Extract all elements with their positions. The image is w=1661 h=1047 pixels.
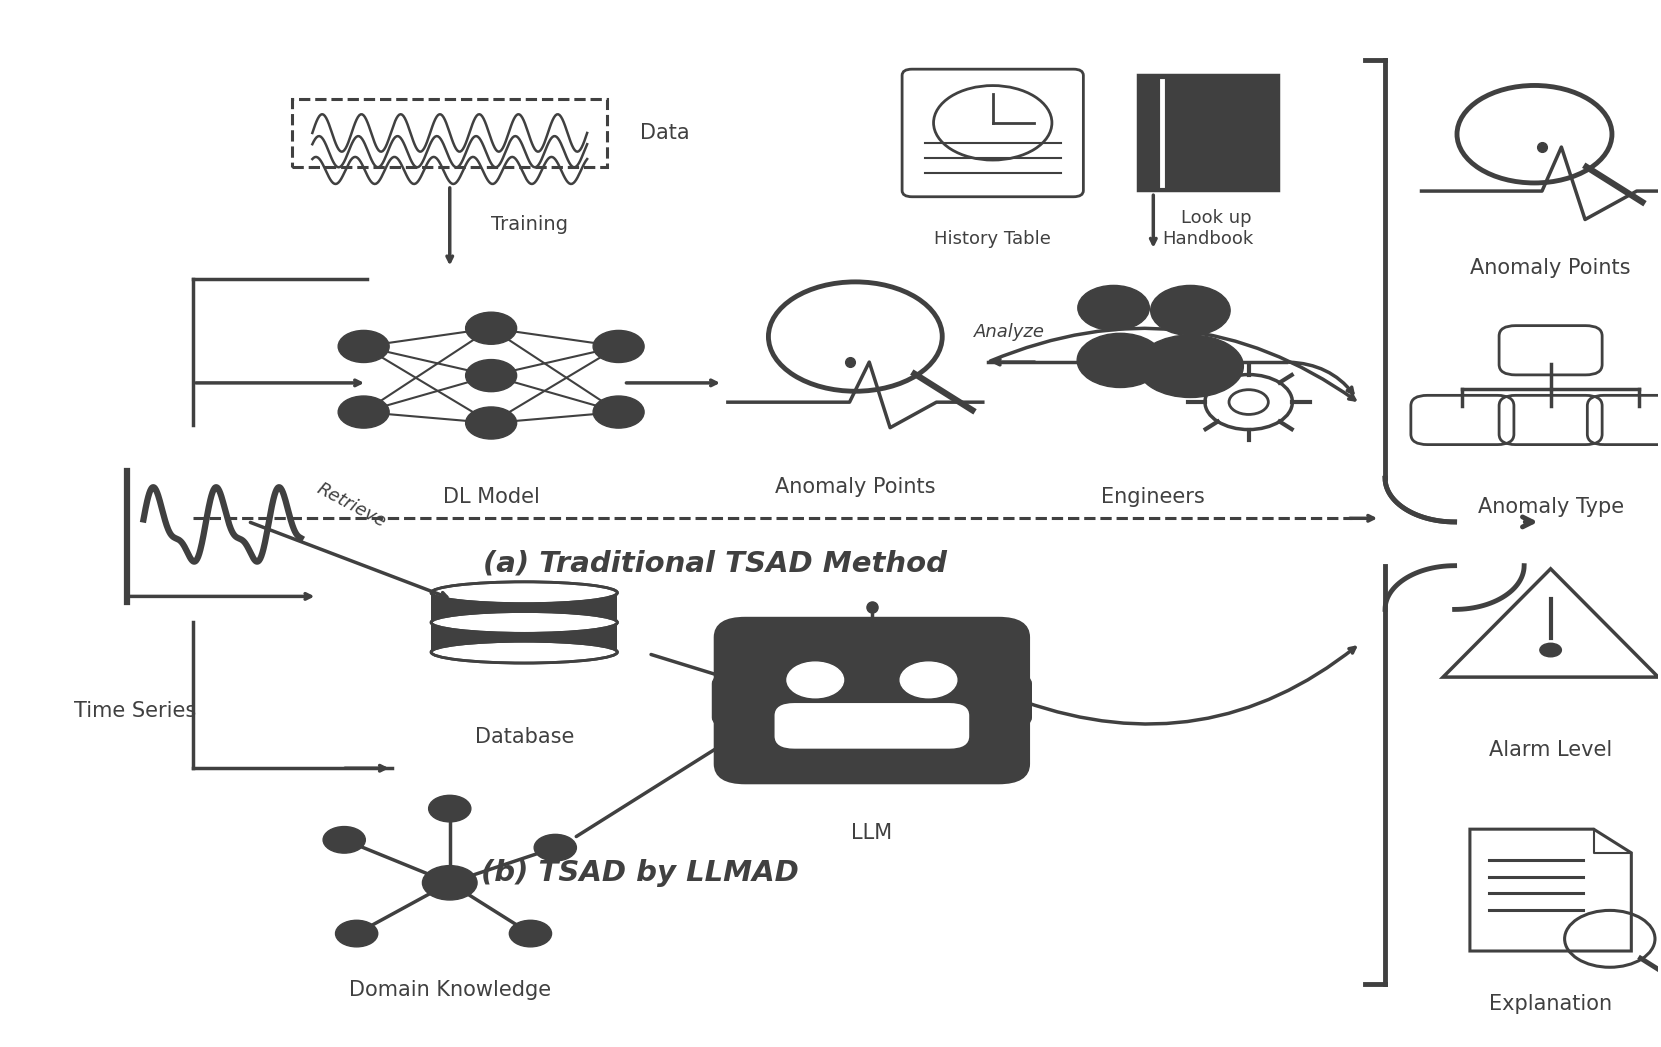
Circle shape [787, 662, 844, 697]
Text: LLM: LLM [852, 823, 892, 844]
Text: Data: Data [639, 122, 689, 143]
Text: Time Series: Time Series [75, 700, 196, 720]
FancyBboxPatch shape [774, 703, 970, 749]
Circle shape [510, 920, 551, 946]
Text: Domain Knowledge: Domain Knowledge [349, 980, 551, 1000]
Ellipse shape [1138, 335, 1244, 398]
Circle shape [336, 920, 377, 946]
Text: Analyze: Analyze [973, 324, 1045, 341]
Ellipse shape [1078, 333, 1163, 387]
Circle shape [1078, 286, 1149, 331]
Circle shape [593, 396, 644, 428]
Text: Handbook: Handbook [1163, 229, 1254, 248]
Circle shape [339, 331, 389, 362]
Circle shape [339, 396, 389, 428]
FancyBboxPatch shape [716, 619, 1028, 782]
Text: Explanation: Explanation [1488, 995, 1613, 1015]
Text: Alarm Level: Alarm Level [1488, 740, 1613, 760]
Text: Anomaly Points: Anomaly Points [1470, 258, 1631, 277]
Text: Engineers: Engineers [1101, 487, 1206, 507]
Text: Retrieve: Retrieve [314, 480, 389, 531]
Text: Anomaly Points: Anomaly Points [776, 476, 935, 496]
Ellipse shape [432, 582, 618, 604]
Text: Look up: Look up [1181, 209, 1252, 227]
Text: (a) Traditional TSAD Method: (a) Traditional TSAD Method [483, 550, 947, 578]
FancyBboxPatch shape [713, 675, 757, 726]
FancyBboxPatch shape [987, 675, 1031, 726]
Ellipse shape [432, 611, 618, 633]
Circle shape [465, 407, 517, 439]
Text: DL Model: DL Model [443, 487, 540, 507]
Circle shape [465, 359, 517, 392]
Ellipse shape [432, 641, 618, 663]
Text: Database: Database [475, 727, 575, 747]
Circle shape [535, 834, 576, 861]
Text: Anomaly Type: Anomaly Type [1478, 497, 1624, 517]
Circle shape [900, 662, 957, 697]
Circle shape [422, 866, 477, 900]
Circle shape [324, 826, 365, 853]
FancyBboxPatch shape [1138, 75, 1277, 191]
Bar [432, 622, 618, 652]
Circle shape [429, 796, 470, 822]
Circle shape [1540, 643, 1561, 656]
Text: Training: Training [492, 215, 568, 235]
Text: (b) TSAD by LLMAD: (b) TSAD by LLMAD [482, 859, 799, 887]
Circle shape [465, 312, 517, 344]
Text: History Table: History Table [933, 229, 1051, 248]
Circle shape [1151, 286, 1231, 335]
Bar [432, 593, 618, 622]
Circle shape [593, 331, 644, 362]
